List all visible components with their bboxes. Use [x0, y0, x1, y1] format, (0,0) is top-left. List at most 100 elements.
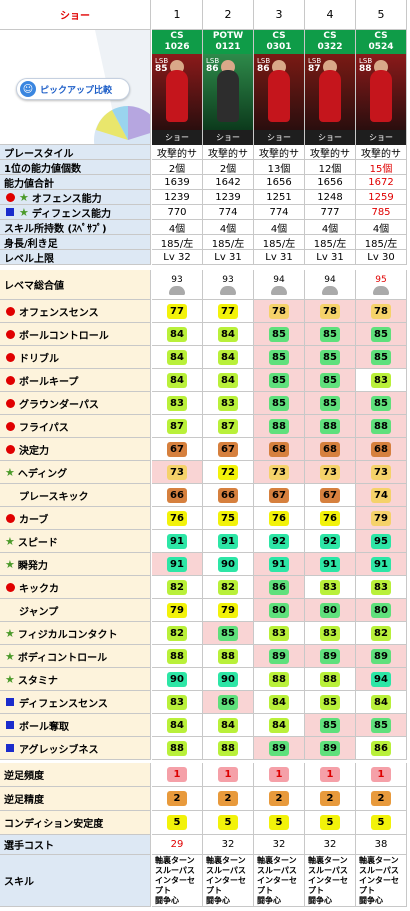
skill-item: 軸裏ターン [206, 855, 246, 865]
attr-value-badge: 67 [320, 487, 340, 503]
attr-label-text: キックカ [19, 583, 59, 595]
attr-value-badge: 85 [371, 326, 391, 342]
attr-value-badge: 90 [218, 556, 238, 572]
extra-value-badge: 1 [320, 767, 340, 782]
extra-label: コンディション安定度 [0, 811, 151, 835]
attr-value-badge: 88 [218, 740, 238, 756]
attr-label: フライパス [0, 415, 151, 438]
extra-value-badge: 1 [269, 767, 289, 782]
attr-value-cell: 86 [203, 691, 254, 714]
player-name-text: ショー [60, 11, 90, 22]
card-position: LSB 86 [206, 57, 220, 74]
attr-value-badge: 73 [371, 464, 391, 480]
cost-value: 32 [254, 835, 305, 855]
attr-value-badge: 91 [218, 533, 238, 549]
attr-value-cell: 91 [254, 553, 305, 576]
extra-label-text: 逆足頻度 [4, 771, 44, 782]
info-value: 770 [152, 205, 203, 220]
info-label-text: 1位の能力値個数 [4, 163, 81, 175]
attr-value-cell: 87 [203, 415, 254, 438]
attr-label-text: 瞬発力 [17, 560, 48, 572]
attr-value-cell: 89 [305, 737, 356, 760]
attr-value-cell: 76 [305, 507, 356, 530]
attr-value-badge: 91 [269, 556, 289, 572]
skill-item: スルーパス [257, 865, 297, 875]
pickup-compare-button[interactable]: ☺ ピックアップ比較 [16, 78, 130, 100]
info-value: Lv 30 [356, 250, 407, 265]
attr-value-badge: 84 [269, 717, 289, 733]
player-card[interactable]: CS 0301 LSB 86 ショー [254, 30, 305, 145]
attr-label: キックカ [0, 576, 151, 599]
extra-value-cell: 1 [356, 763, 407, 787]
attr-label: ★ 瞬発力 [0, 553, 151, 576]
skill-item: 軸裏ターン [257, 855, 297, 865]
player-body [319, 70, 341, 122]
skill-item: 軸裏ターン [359, 855, 399, 865]
attr-value-badge: 72 [218, 464, 238, 480]
attr-value-cell: 84 [203, 714, 254, 737]
attr-value-badge: 83 [167, 694, 187, 710]
attr-value-badge: 84 [371, 694, 391, 710]
attr-value-badge: 85 [320, 717, 340, 733]
attr-value-cell: 67 [254, 484, 305, 507]
extra-label-text: 逆足精度 [4, 795, 44, 806]
star-icon: ★ [5, 557, 15, 571]
info-row-label: ★ ディフェンス能力 [0, 205, 151, 220]
position-text: LSB [206, 57, 220, 65]
card-header: CS 0301 [254, 30, 304, 54]
attr-value-cell: 73 [254, 461, 305, 484]
attr-value-badge: 91 [371, 556, 391, 572]
defense-square-icon [6, 208, 14, 216]
info-row-label: 身長/利き足 [0, 235, 151, 250]
attr-value-cell: 73 [152, 461, 203, 484]
position-text: LSB [359, 57, 373, 65]
attr-value-cell: 88 [305, 415, 356, 438]
info-value: 785 [356, 205, 407, 220]
player-card[interactable]: CS 1026 LSB 85 ショー [152, 30, 203, 145]
position-text: LSB [257, 57, 271, 65]
attr-value-cell: 76 [254, 507, 305, 530]
attr-value-badge: 91 [320, 556, 340, 572]
attr-value-badge: 83 [371, 579, 391, 595]
attr-label: ドリブル [0, 346, 151, 369]
attr-value-cell: 83 [203, 392, 254, 415]
attr-label: オフェンスセンス [0, 300, 151, 323]
skills-label: スキル [0, 855, 151, 907]
star-icon: ★ [19, 205, 29, 219]
attr-value-cell: 73 [356, 461, 407, 484]
attr-label-text: ジャンプ [19, 606, 59, 618]
card-position: LSB 86 [257, 57, 271, 74]
info-value: 4個 [203, 220, 254, 235]
player-card[interactable]: CS 0524 LSB 88 ショー [356, 30, 407, 145]
info-row-label: 1位の能力値個数 [0, 160, 151, 175]
rating-text: 86 [257, 64, 270, 74]
attr-value-badge: 88 [218, 648, 238, 664]
info-value: 1239 [203, 190, 254, 205]
attr-label-text: ボールキープ [19, 376, 79, 388]
attr-value-badge: 85 [320, 372, 340, 388]
card-header: CS 0524 [356, 30, 406, 54]
attr-value-cell: 88 [356, 415, 407, 438]
player-card[interactable]: CS 0322 LSB 87 ショー [305, 30, 356, 145]
skill-item: 闘争心 [206, 895, 230, 905]
attr-value-badge: 89 [269, 648, 289, 664]
extra-value-cell: 1 [152, 763, 203, 787]
attr-value-cell: 88 [152, 645, 203, 668]
attr-value-badge: 79 [371, 510, 391, 526]
attr-value-badge: 86 [269, 579, 289, 595]
attr-value-cell: 82 [203, 576, 254, 599]
extra-value-cell: 2 [203, 787, 254, 811]
defense-square-icon [6, 698, 14, 706]
column-header: 3 [254, 0, 305, 30]
attr-value-badge: 85 [320, 349, 340, 365]
position-text: LSB [155, 57, 169, 65]
attr-value-badge: 73 [320, 464, 340, 480]
player-card[interactable]: POTW 0121 LSB 86 ショー [203, 30, 254, 145]
offense-dot-icon [6, 192, 15, 202]
attr-value-badge: 88 [320, 418, 340, 434]
attr-label: ディフェンスセンス [0, 691, 151, 714]
attr-value-badge: 88 [167, 740, 187, 756]
skill-item: 闘争心 [308, 895, 332, 905]
info-value: 12個 [305, 160, 356, 175]
rating-text: 86 [206, 64, 219, 74]
